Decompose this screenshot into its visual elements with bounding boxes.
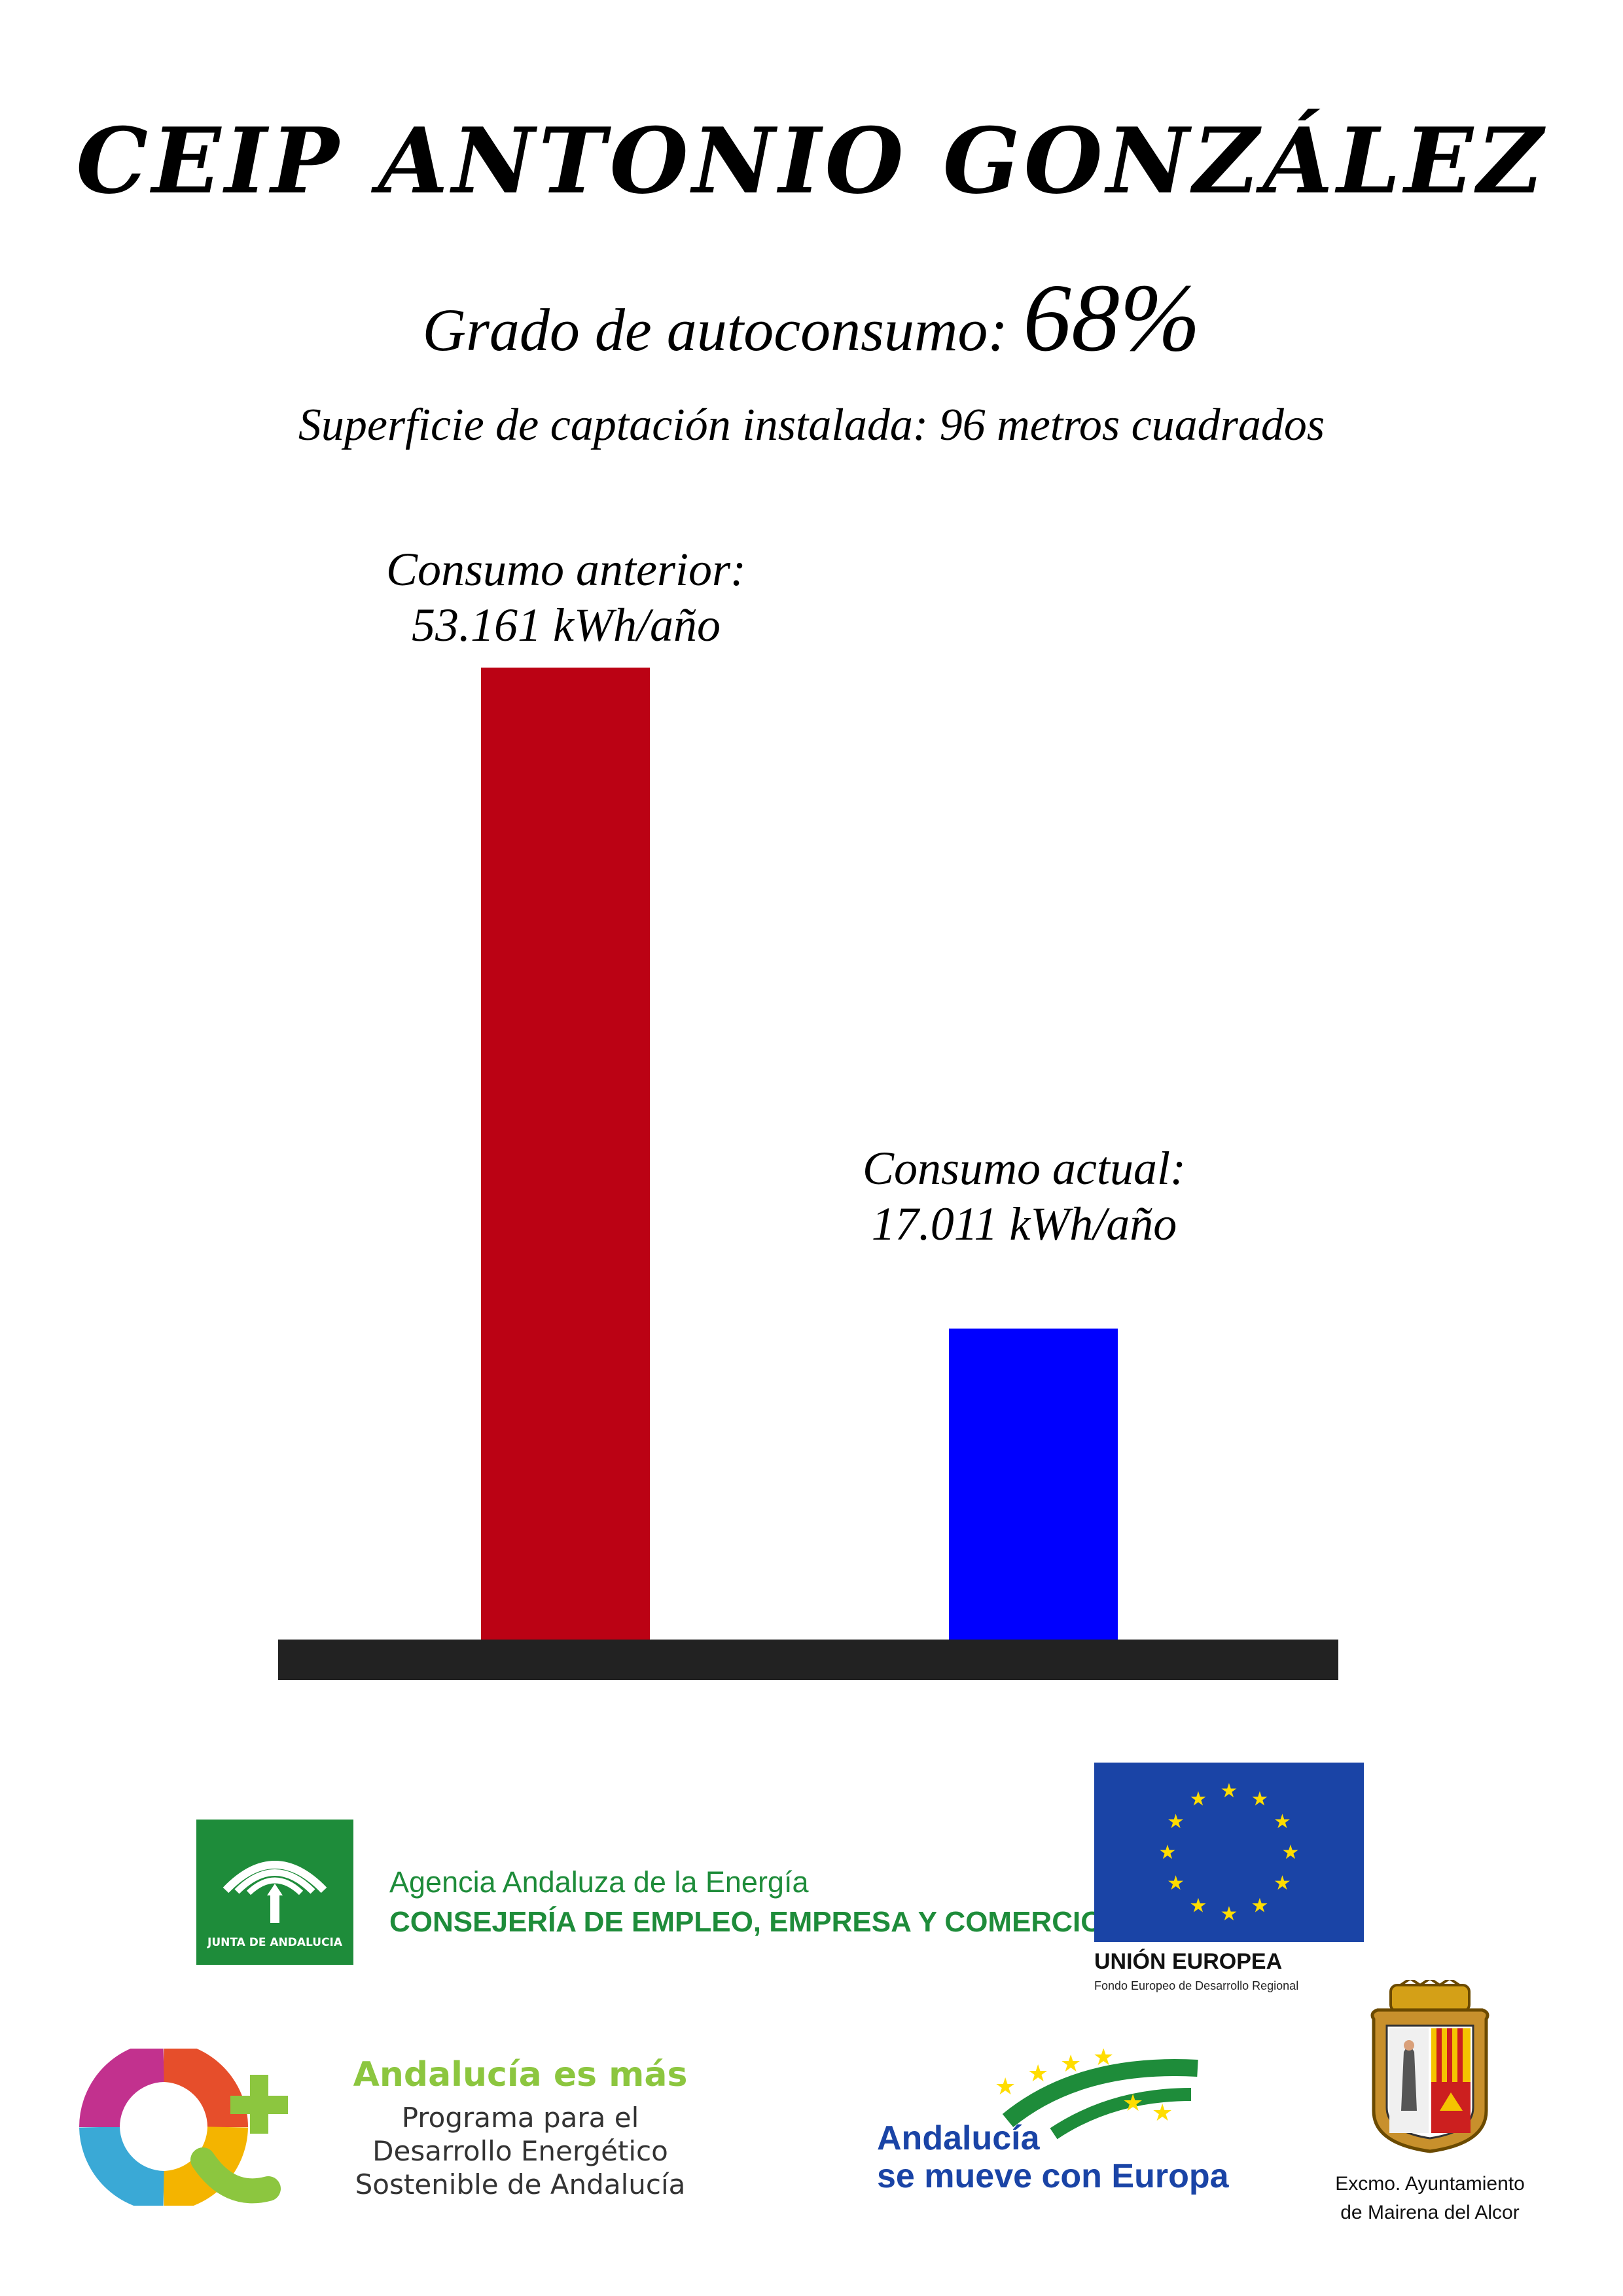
andalucia-mas-text: Programa para el Desarrollo Energético S…: [308, 2101, 733, 2202]
bar-consumo-actual: [949, 1328, 1118, 1640]
eu-star-icon: ★: [1251, 1894, 1269, 1917]
value-label: 17.011 kWh/año: [871, 1197, 1177, 1250]
eu-star-icon: ★: [1282, 1841, 1300, 1864]
svg-text:★: ★: [1122, 2090, 1143, 2117]
eu-stars-icon: ★ ★★★★★★★★★★★: [1159, 1780, 1300, 1926]
andalucia-mas-line3: Sostenible de Andalucía: [355, 2168, 686, 2201]
eu-star-icon: ★: [1221, 1903, 1238, 1926]
svg-text:★: ★: [1152, 2100, 1173, 2126]
page-title: CEIP ANTONIO GONZÁLEZ: [76, 107, 1547, 214]
svg-text:★: ★: [995, 2073, 1016, 2100]
eu-fund: Fondo Europeo de Desarrollo Regional: [1094, 1979, 1299, 1992]
mueve-europa-logo: ★ ★ ★ ★ ★ ★: [982, 2044, 1204, 2140]
value-label: 53.161 kWh/año: [412, 598, 721, 651]
agencia-line2: CONSEJERÍA DE EMPLEO, EMPRESA Y COMERCIO: [389, 1906, 1103, 1938]
autoconsumo-label: Grado de autoconsumo:: [422, 296, 1008, 363]
mueve-line1: Andalucía: [877, 2119, 1040, 2157]
mueve-line2: se mueve con Europa: [877, 2157, 1229, 2196]
ayto-line1: Excmo. Ayuntamiento: [1335, 2173, 1525, 2195]
svg-text:★: ★: [1027, 2060, 1048, 2087]
eu-name: UNIÓN EUROPEA: [1094, 1949, 1283, 1974]
andalucia-mas-logo: [79, 2041, 301, 2212]
chart-baseline: [278, 1640, 1338, 1680]
bar-label-actual: Consumo actual: 17.011 kWh/año: [730, 1141, 1319, 1252]
junta-andalucia-logo: JUNTA DE ANDALUCIA: [196, 1820, 353, 1965]
autoconsumo-value: 68%: [1023, 264, 1201, 372]
eu-star-icon: ★: [1251, 1788, 1269, 1811]
category-label: Consumo anterior:: [385, 543, 747, 596]
bar-consumo-anterior: [481, 668, 650, 1640]
eu-star-icon: ★: [1274, 1810, 1291, 1833]
colorful-q-plus-icon: [79, 2041, 288, 2212]
swoosh-stars-icon: ★ ★ ★ ★ ★ ★: [995, 2044, 1198, 2140]
eu-star-icon: ★: [1167, 1872, 1185, 1895]
eu-star-icon: ★: [1190, 1788, 1207, 1811]
category-label: Consumo actual:: [863, 1142, 1186, 1194]
junta-arch-icon: [223, 1861, 327, 1923]
andalucia-mas-title: Andalucía es más: [353, 2055, 688, 2094]
eu-star-icon: ★: [1167, 1810, 1185, 1833]
andalucia-mas-line2: Desarrollo Energético: [372, 2135, 668, 2168]
eu-star-icon: ★: [1159, 1841, 1177, 1864]
ayto-line2: de Mairena del Alcor: [1340, 2201, 1520, 2223]
agencia-line1: Agencia Andaluza de la Energía: [389, 1865, 809, 1899]
eu-star-icon: ★: [1221, 1780, 1238, 1803]
coat-of-arms-icon: [1370, 1977, 1489, 2153]
ayuntamiento-text: Excmo. Ayuntamiento de Mairena del Alcor: [1309, 2170, 1551, 2227]
svg-text:★: ★: [1060, 2051, 1081, 2077]
autoconsumo-line: Grado de autoconsumo: 68%: [0, 265, 1623, 372]
andalucia-mas-line1: Programa para el: [401, 2102, 639, 2134]
svg-text:★: ★: [1093, 2049, 1114, 2071]
eu-flag: ★ ★ ★ ★ ★ ★ ★ ★ ★ ★ ★ ★: [1094, 1763, 1364, 1942]
eu-star-icon: ★: [1190, 1894, 1207, 1917]
surface-text: Superficie de captación instalada: 96 me…: [298, 400, 1325, 450]
ayuntamiento-crest: [1364, 1977, 1495, 2157]
bar-chart: [278, 668, 1338, 1680]
bar-label-anterior: Consumo anterior: 53.161 kWh/año: [272, 542, 861, 653]
mueve-europa-text: Andalucía se mueve con Europa: [877, 2119, 1229, 2195]
eu-star-icon: ★: [1274, 1872, 1291, 1895]
junta-text: JUNTA DE ANDALUCIA: [207, 1936, 342, 1949]
